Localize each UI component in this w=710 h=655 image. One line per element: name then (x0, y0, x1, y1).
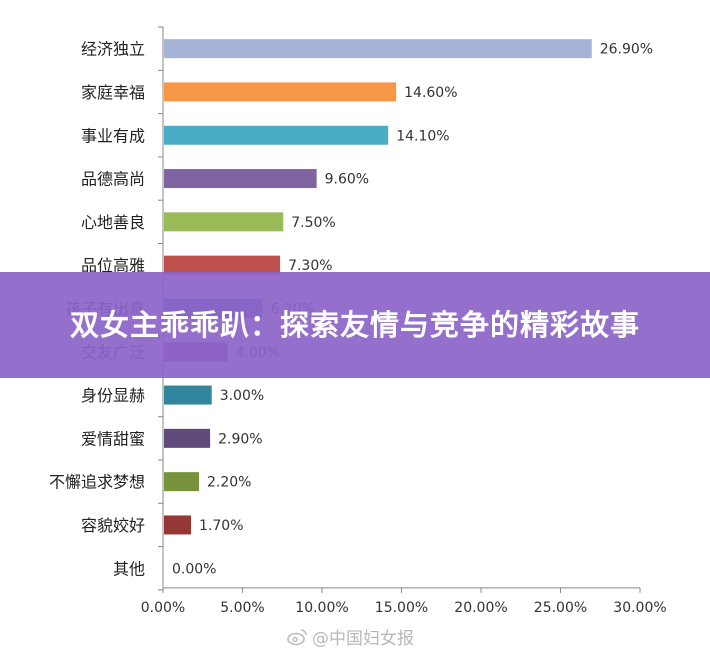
bar (164, 385, 212, 405)
x-tick-label: 15.00% (375, 600, 428, 616)
value-label: 7.30% (288, 258, 332, 274)
bar (164, 125, 389, 145)
bar (164, 515, 192, 535)
category-label: 家庭幸福 (81, 83, 145, 102)
category-label: 身份显赫 (81, 386, 145, 405)
x-tick-labels: 0.00% 5.00% 10.00% 15.00% 20.00% 25.00% 30.00% (141, 600, 667, 616)
value-label: 3.00% (220, 388, 264, 404)
category-label: 爱情甜蜜 (81, 429, 145, 448)
bar (164, 212, 284, 232)
bar (164, 472, 199, 492)
bar (164, 82, 397, 102)
value-label: 1.70% (199, 518, 243, 534)
value-label: 26.90% (600, 42, 653, 58)
watermark: @中国妇女报 (286, 624, 414, 649)
watermark-text: @中国妇女报 (312, 629, 414, 649)
value-label: 0.00% (172, 561, 216, 577)
category-label: 品位高雅 (81, 256, 145, 275)
category-label: 心地善良 (81, 213, 145, 232)
value-label: 9.60% (325, 172, 369, 188)
bar (164, 255, 281, 275)
title-banner: 双女主乖乖趴：探索友情与竞争的精彩故事 (0, 272, 710, 378)
value-label: 7.50% (291, 215, 335, 231)
banner-title: 双女主乖乖趴：探索友情与竞争的精彩故事 (69, 308, 640, 342)
chart-bars (164, 39, 592, 535)
category-label: 不懈追求梦想 (49, 473, 145, 492)
category-label: 事业有成 (81, 126, 145, 145)
category-label: 容貌姣好 (81, 516, 145, 535)
bar (164, 428, 211, 448)
category-label: 其他 (113, 559, 145, 578)
x-tick-label: 30.00% (613, 600, 666, 616)
x-tick-label: 20.00% (454, 600, 507, 616)
x-tick-label: 10.00% (295, 600, 348, 616)
bar (164, 169, 317, 189)
x-tick-label: 0.00% (141, 600, 185, 616)
category-label: 经济独立 (81, 40, 145, 59)
x-tick-label: 25.00% (534, 600, 587, 616)
weibo-icon (287, 628, 307, 645)
category-label: 品德高尚 (81, 170, 145, 189)
value-label: 14.10% (396, 128, 449, 144)
value-label: 2.20% (207, 475, 251, 491)
x-tick-label: 5.00% (220, 600, 264, 616)
value-label: 14.60% (404, 85, 457, 101)
value-label: 2.90% (218, 431, 262, 447)
bar (164, 39, 592, 59)
